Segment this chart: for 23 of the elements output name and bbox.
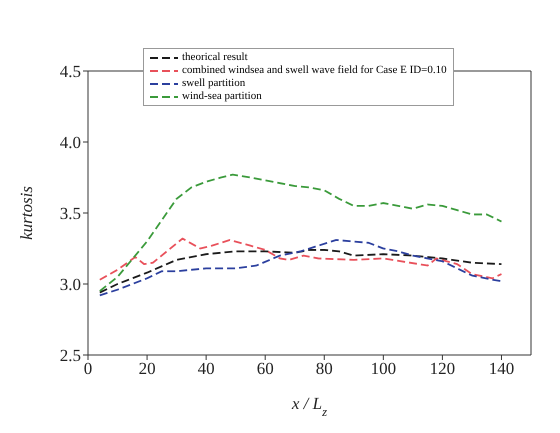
x-tick-label: 0	[84, 359, 92, 378]
line-series	[98, 249, 502, 294]
y-tick-label: 3.0	[60, 275, 81, 294]
legend-label: wind-sea partition	[182, 90, 262, 103]
x-tick-label: 60	[256, 359, 274, 378]
y-axis-title: kurtosis	[17, 186, 36, 240]
legend-label: combined windsea and swell wave field for Case E ID=0.10	[182, 64, 447, 77]
line-series	[98, 238, 502, 281]
legend-label: swell partition	[182, 77, 246, 90]
x-tick-label: 100	[370, 359, 396, 378]
y-tick-label: 4.0	[60, 133, 81, 152]
x-axis-title: x / L$_{z}$	[290, 394, 328, 419]
line-series	[98, 239, 502, 296]
y-tick-label: 3.5	[60, 204, 81, 224]
x-tick-label: 40	[198, 359, 215, 378]
y-tick-label: 4.5	[60, 62, 81, 82]
x-tick-label: 140	[488, 359, 514, 378]
x-tick-label: 120	[430, 359, 456, 378]
legend-label: theorical result	[182, 51, 248, 64]
x-tick-label: 20	[138, 359, 156, 378]
line-series	[98, 174, 502, 292]
y-tick-label: 2.5	[60, 346, 81, 366]
x-tick-label: 80	[316, 359, 333, 378]
